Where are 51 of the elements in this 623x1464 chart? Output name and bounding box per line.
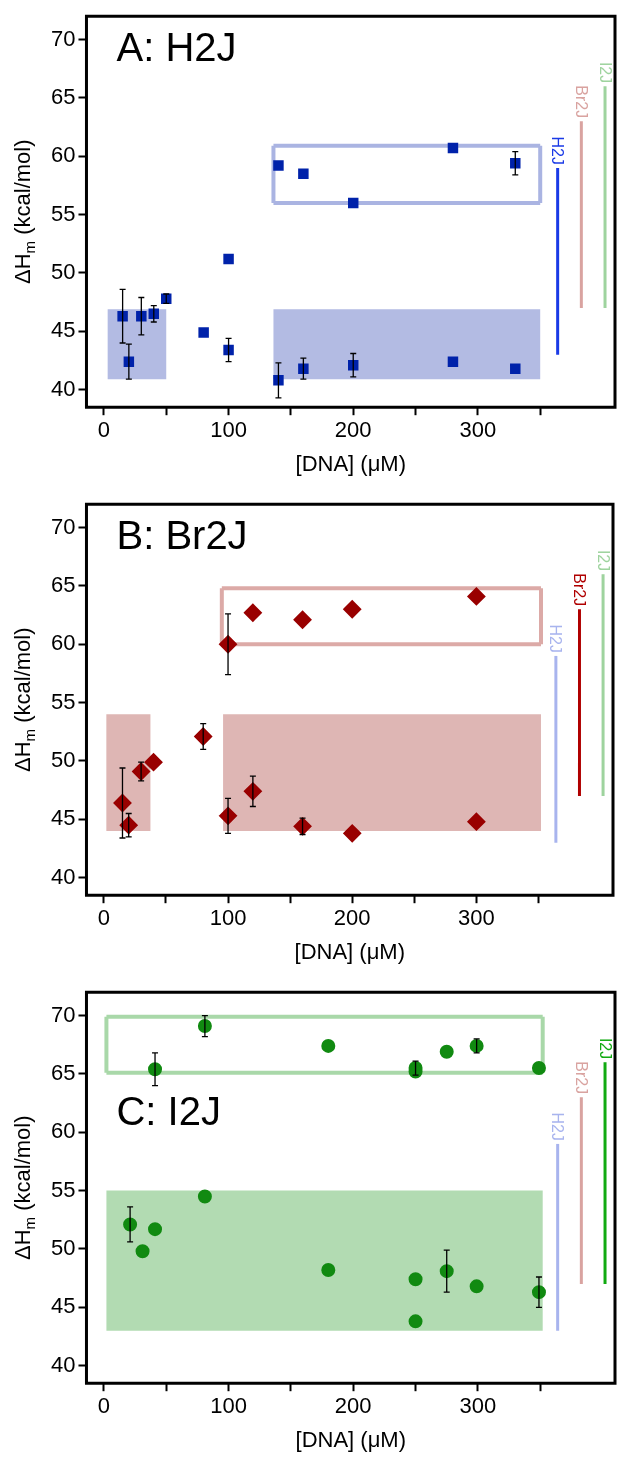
text: I2J xyxy=(596,61,614,84)
y-tick-label: 55 xyxy=(50,688,76,714)
chart-title: A: H2J xyxy=(116,25,237,70)
y-tick-label: 70 xyxy=(50,513,76,539)
y-tick-label: 45 xyxy=(50,317,76,343)
x-axis-title: [DNA] (μM) xyxy=(294,938,405,964)
text: Br2J xyxy=(572,85,590,119)
x-tick-label: 100 xyxy=(210,417,247,443)
x-tick-label: 300 xyxy=(459,417,497,443)
y-tick-label: 60 xyxy=(50,142,76,168)
x-tick-label: 300 xyxy=(459,1393,497,1419)
text: Br2J xyxy=(572,1061,590,1095)
y-tick-label: 55 xyxy=(50,1176,76,1202)
x-tick-label: 100 xyxy=(209,905,247,931)
x-tick-label: 200 xyxy=(334,1393,372,1419)
x-tick-label: 0 xyxy=(97,1393,111,1419)
text: I2J xyxy=(596,1037,614,1060)
y-tick-label: 50 xyxy=(50,1235,76,1261)
y-axis-title: ΔHm (kcal/mol) xyxy=(10,1115,39,1260)
y-tick-label: 55 xyxy=(50,200,76,226)
text: I2J xyxy=(594,549,612,572)
x-axis-title: [DNA] (μM) xyxy=(295,1426,406,1452)
y-tick-label: 40 xyxy=(50,375,76,401)
text: Br2J xyxy=(571,573,589,607)
y-axis-title: ΔHm (kcal/mol) xyxy=(10,627,39,772)
y-tick-label: 60 xyxy=(50,630,76,656)
y-tick-label: 45 xyxy=(50,1293,76,1319)
x-tick-label: 300 xyxy=(458,905,495,931)
y-tick-label: 40 xyxy=(50,863,76,889)
y-tick-label: 40 xyxy=(50,1351,76,1377)
text: H2J xyxy=(547,624,565,653)
y-tick-label: 65 xyxy=(50,1059,76,1085)
text: C: I2J xyxy=(116,1089,221,1134)
y-tick-label: 50 xyxy=(50,747,76,773)
x-tick-label: 100 xyxy=(210,1393,247,1419)
chart-title: B: Br2J xyxy=(116,513,248,558)
x-axis-title: [DNA] (μM) xyxy=(295,450,406,476)
y-tick-label: 60 xyxy=(50,1118,76,1144)
x-tick-label: 200 xyxy=(334,417,372,443)
x-tick-label: 0 xyxy=(97,905,110,931)
x-tick-label: 200 xyxy=(333,905,371,931)
y-axis-title: ΔHm (kcal/mol) xyxy=(10,139,39,284)
y-tick-label: 45 xyxy=(50,805,76,831)
y-tick-label: 65 xyxy=(50,83,76,109)
x-tick-label: 0 xyxy=(97,417,111,443)
y-tick-label: 70 xyxy=(50,1001,76,1027)
text: H2J xyxy=(549,136,567,165)
y-tick-label: 70 xyxy=(50,25,76,51)
text: H2J xyxy=(549,1112,567,1141)
y-tick-label: 50 xyxy=(50,259,76,285)
y-tick-label: 65 xyxy=(50,571,76,597)
